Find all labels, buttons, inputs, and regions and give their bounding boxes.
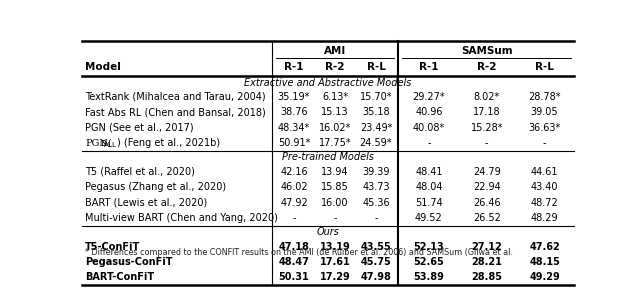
- Text: Model: Model: [85, 62, 121, 72]
- Text: 40.08*: 40.08*: [413, 123, 445, 133]
- Text: -: -: [427, 138, 431, 148]
- Text: -: -: [543, 138, 547, 148]
- Text: 15.13: 15.13: [321, 107, 349, 117]
- Text: 15.85: 15.85: [321, 182, 349, 192]
- Text: SAMSum: SAMSum: [461, 46, 513, 56]
- Text: 47.62: 47.62: [529, 242, 560, 252]
- Text: 43.73: 43.73: [362, 182, 390, 192]
- Text: 48.04: 48.04: [415, 182, 443, 192]
- Text: 24.59*: 24.59*: [360, 138, 392, 148]
- Text: 43.55: 43.55: [360, 242, 391, 252]
- Text: ) (Feng et al., 2021b): ) (Feng et al., 2021b): [116, 138, 220, 148]
- Text: 38.76: 38.76: [280, 107, 308, 117]
- Text: * Differences compared to the CONFIT results on the AMI (de Ruiber et al. 2006) : * Differences compared to the CONFIT res…: [85, 248, 513, 257]
- Text: 15.28*: 15.28*: [470, 123, 503, 133]
- Text: 22.94: 22.94: [473, 182, 500, 192]
- Text: 39.05: 39.05: [531, 107, 558, 117]
- Text: 8.02*: 8.02*: [474, 92, 500, 102]
- Text: 16.00: 16.00: [321, 197, 349, 207]
- Text: Extractive and Abstractive Models: Extractive and Abstractive Models: [244, 78, 412, 88]
- Text: 23.49*: 23.49*: [360, 123, 392, 133]
- Text: 29.27*: 29.27*: [413, 92, 445, 102]
- Text: 48.15: 48.15: [529, 257, 560, 267]
- Text: 48.41: 48.41: [415, 167, 443, 177]
- Text: 45.36: 45.36: [362, 197, 390, 207]
- Text: 48.72: 48.72: [531, 197, 559, 207]
- Text: Multi-view BART (Chen and Yang, 2020): Multi-view BART (Chen and Yang, 2020): [85, 213, 278, 223]
- Text: 13.94: 13.94: [321, 167, 349, 177]
- Text: 35.18: 35.18: [362, 107, 390, 117]
- Text: 52.65: 52.65: [413, 257, 444, 267]
- Text: T5-ConFiT: T5-ConFiT: [85, 242, 140, 252]
- Text: 13.19: 13.19: [319, 242, 350, 252]
- Text: 17.18: 17.18: [473, 107, 500, 117]
- Text: T5 (Raffel et al., 2020): T5 (Raffel et al., 2020): [85, 167, 195, 177]
- Text: 47.92: 47.92: [280, 197, 308, 207]
- Text: BART-ConFiT: BART-ConFiT: [85, 272, 154, 282]
- Text: 48.47: 48.47: [278, 257, 309, 267]
- Text: 35.19*: 35.19*: [278, 92, 310, 102]
- Text: 17.61: 17.61: [319, 257, 350, 267]
- Text: 53.89: 53.89: [413, 272, 444, 282]
- Text: 45.75: 45.75: [360, 257, 391, 267]
- Text: -: -: [333, 213, 337, 223]
- Text: 28.21: 28.21: [471, 257, 502, 267]
- Text: -: -: [485, 138, 488, 148]
- Text: 17.29: 17.29: [319, 272, 350, 282]
- Text: 49.52: 49.52: [415, 213, 443, 223]
- Text: 50.91*: 50.91*: [278, 138, 310, 148]
- Text: Pre-trained Models: Pre-trained Models: [282, 152, 374, 162]
- Text: 50.31: 50.31: [278, 272, 309, 282]
- Text: R-1: R-1: [284, 62, 304, 72]
- Text: BART (Lewis et al., 2020): BART (Lewis et al., 2020): [85, 197, 207, 207]
- Text: 40.96: 40.96: [415, 107, 443, 117]
- Text: R-2: R-2: [477, 62, 497, 72]
- Text: 43.40: 43.40: [531, 182, 558, 192]
- Text: 16.02*: 16.02*: [319, 123, 351, 133]
- Text: 48.34*: 48.34*: [278, 123, 310, 133]
- Text: 47.18: 47.18: [278, 242, 309, 252]
- Text: 48.29: 48.29: [531, 213, 558, 223]
- Text: AMI: AMI: [324, 46, 346, 56]
- Text: R-1: R-1: [419, 62, 438, 72]
- Text: 28.85: 28.85: [471, 272, 502, 282]
- Text: 17.75*: 17.75*: [319, 138, 351, 148]
- Text: -: -: [292, 213, 296, 223]
- Text: 47.98: 47.98: [360, 272, 392, 282]
- Text: TextRank (Mihalcea and Tarau, 2004): TextRank (Mihalcea and Tarau, 2004): [85, 92, 266, 102]
- Text: 26.52: 26.52: [473, 213, 500, 223]
- Text: R-L: R-L: [367, 62, 385, 72]
- Text: 6.13*: 6.13*: [322, 92, 348, 102]
- Text: 46.02: 46.02: [280, 182, 308, 192]
- Text: ALL: ALL: [104, 142, 117, 148]
- Text: PGN (See et al., 2017): PGN (See et al., 2017): [85, 123, 193, 133]
- Text: 42.16: 42.16: [280, 167, 308, 177]
- Text: 28.78*: 28.78*: [529, 92, 561, 102]
- Text: 44.61: 44.61: [531, 167, 558, 177]
- Text: -: -: [374, 213, 378, 223]
- Text: Ours: Ours: [317, 227, 339, 237]
- Text: 51.74: 51.74: [415, 197, 443, 207]
- Text: 49.29: 49.29: [529, 272, 560, 282]
- Text: 27.12: 27.12: [471, 242, 502, 252]
- Text: 26.46: 26.46: [473, 197, 500, 207]
- Text: 24.79: 24.79: [473, 167, 500, 177]
- Text: 52.13: 52.13: [413, 242, 444, 252]
- Text: PGN(: PGN(: [85, 139, 112, 147]
- Text: ᴅ: ᴅ: [100, 138, 106, 148]
- Text: 36.63*: 36.63*: [529, 123, 561, 133]
- Text: Fast Abs RL (Chen and Bansal, 2018): Fast Abs RL (Chen and Bansal, 2018): [85, 107, 266, 117]
- Text: Pegasus (Zhang et al., 2020): Pegasus (Zhang et al., 2020): [85, 182, 226, 192]
- Text: R-L: R-L: [535, 62, 554, 72]
- Text: 39.39: 39.39: [362, 167, 390, 177]
- Text: 15.70*: 15.70*: [360, 92, 392, 102]
- Text: Pegasus-ConFiT: Pegasus-ConFiT: [85, 257, 172, 267]
- Text: R-2: R-2: [325, 62, 345, 72]
